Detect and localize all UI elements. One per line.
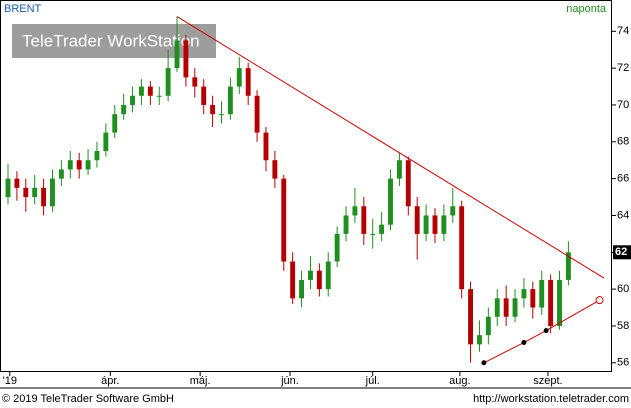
candle-body (50, 178, 55, 207)
candle-body (405, 160, 411, 207)
candle-body (485, 316, 491, 336)
y-tick-label: 64 (617, 209, 629, 221)
y-tick-label: 72 (617, 62, 629, 74)
candle-body (299, 279, 304, 299)
candle-body (103, 132, 109, 152)
candle-body (210, 104, 216, 115)
y-tick-label: 74 (617, 25, 629, 37)
chart-title: BRENT (4, 3, 42, 15)
candle-body (272, 160, 278, 179)
candle-body (227, 86, 233, 115)
candle-body (423, 215, 429, 234)
candle-body (432, 215, 438, 234)
trendline-anchor (481, 360, 487, 366)
candle-body (414, 206, 420, 234)
watermark-box (12, 24, 216, 58)
y-tick-label: 68 (617, 136, 629, 148)
x-tick-label: ápr. (101, 375, 119, 387)
watermark: TeleTrader WorkStation (22, 31, 200, 50)
candle-body (281, 178, 287, 262)
x-tick-label: jún. (280, 375, 299, 387)
candle-body (94, 151, 100, 161)
candle-body (147, 86, 153, 96)
candle-body (290, 261, 296, 299)
trendline (176, 16, 605, 279)
y-tick-label: 70 (617, 99, 629, 111)
candle-body (165, 68, 171, 96)
candle-body (441, 215, 447, 234)
footer-url: http://workstation.teletrader.com (473, 393, 629, 405)
candle-body (14, 178, 20, 188)
candle-body (396, 160, 402, 179)
x-tick-label: '19 (3, 375, 17, 387)
candle-body (503, 298, 509, 317)
interval-label: naponta (566, 3, 607, 15)
candle-body (361, 206, 367, 234)
y-tick-label: 56 (617, 357, 629, 369)
candle-body (174, 40, 180, 69)
candle-body (343, 215, 349, 234)
x-tick-label: máj. (190, 375, 211, 387)
trendline-anchor (521, 340, 527, 346)
candle-body (325, 261, 331, 290)
candle-body (5, 178, 11, 198)
candle-body (548, 279, 554, 326)
candle-body (512, 298, 518, 317)
candle-body (32, 187, 38, 198)
candle-body (85, 160, 91, 170)
candle-body (494, 298, 500, 317)
footer-copyright: © 2019 TeleTrader Software GmbH (2, 393, 174, 405)
y-tick-label: 58 (617, 320, 629, 332)
candle-body (308, 270, 313, 280)
candle-body (156, 95, 162, 97)
x-tick-label: szept. (533, 375, 562, 387)
candle-body (201, 86, 207, 105)
x-tick-label: aug. (449, 375, 470, 387)
candle-body (477, 335, 482, 345)
candle-body (23, 187, 29, 198)
last-price-label: 62 (615, 246, 627, 258)
candle-body (459, 206, 465, 290)
x-tick-label: júl. (365, 375, 380, 387)
candle-body (370, 233, 376, 235)
y-tick-label: 60 (617, 283, 629, 295)
candle-body (263, 132, 269, 161)
candle-body (557, 279, 562, 326)
candle-body (379, 224, 385, 234)
trendline (483, 299, 600, 364)
trendline-anchor (595, 296, 604, 305)
candle-body (530, 289, 536, 308)
candle-body (58, 169, 64, 179)
candle-body (121, 104, 127, 115)
candle-body (245, 68, 251, 96)
candle-body (352, 206, 358, 216)
candle-body (192, 77, 198, 87)
candle-body (138, 86, 144, 96)
candle-body (183, 40, 189, 78)
trendline-anchor (543, 328, 549, 334)
plot-frame (0, 0, 612, 372)
candle-body (236, 68, 242, 87)
candle-body (67, 160, 73, 170)
candle-body (130, 95, 135, 105)
candle-body (521, 289, 527, 299)
candle-body (76, 160, 82, 170)
candle-body (41, 187, 47, 207)
candle-body (388, 178, 393, 225)
candle-body (334, 233, 340, 262)
candle-body (112, 114, 118, 133)
candle-body (450, 206, 456, 216)
candle-body (468, 289, 474, 345)
candle-body (219, 114, 224, 116)
candle-body (316, 270, 322, 290)
candle-body (565, 252, 571, 280)
candle-body (539, 279, 545, 308)
candle-body (254, 95, 260, 133)
y-tick-label: 66 (617, 173, 629, 185)
last-price-box (613, 245, 631, 260)
